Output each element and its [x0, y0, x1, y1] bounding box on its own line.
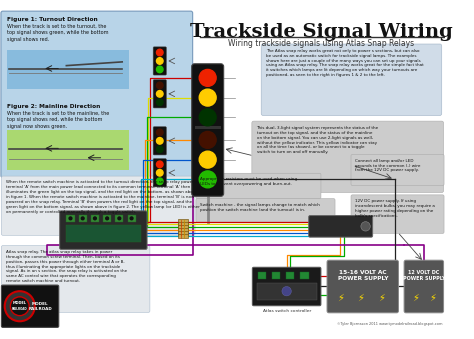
- Text: ⚡: ⚡: [378, 293, 385, 303]
- Circle shape: [199, 171, 216, 188]
- Circle shape: [93, 217, 96, 220]
- Circle shape: [156, 178, 163, 184]
- Text: MODEL: MODEL: [13, 301, 27, 305]
- Text: ⚡: ⚡: [357, 293, 365, 303]
- FancyBboxPatch shape: [261, 44, 442, 116]
- FancyBboxPatch shape: [301, 272, 309, 279]
- Circle shape: [282, 286, 292, 296]
- FancyBboxPatch shape: [1, 176, 195, 235]
- Circle shape: [118, 217, 121, 220]
- Text: Figure 1: Turnout Direction: Figure 1: Turnout Direction: [7, 17, 97, 22]
- FancyBboxPatch shape: [286, 272, 294, 279]
- Circle shape: [199, 132, 216, 148]
- Bar: [256, 283, 317, 300]
- Text: Atlas switch controller: Atlas switch controller: [263, 309, 311, 313]
- Circle shape: [156, 58, 163, 64]
- Circle shape: [156, 129, 163, 136]
- FancyBboxPatch shape: [153, 127, 166, 155]
- Circle shape: [156, 146, 163, 153]
- FancyBboxPatch shape: [91, 215, 99, 222]
- FancyBboxPatch shape: [327, 260, 399, 313]
- Text: ©Tyler Bjornason 2011 www.tymodelrailroad.blogspot.com: ©Tyler Bjornason 2011 www.tymodelrailroa…: [337, 322, 443, 326]
- Circle shape: [199, 89, 216, 106]
- Text: Atlas snap relay. The atlas snap relay takes in power
through the common screw t: Atlas snap relay. The atlas snap relay t…: [6, 250, 127, 283]
- Text: The Atlas snap relay works great not only to power s sections, but can also
be u: The Atlas snap relay works great not onl…: [266, 49, 424, 77]
- Text: Wiring trackside signals using Atlas Snap Relays: Wiring trackside signals using Atlas Sna…: [228, 39, 414, 48]
- Circle shape: [69, 217, 72, 220]
- Circle shape: [130, 217, 133, 220]
- FancyBboxPatch shape: [115, 215, 123, 222]
- Text: When the remote switch machine is activated to the turnout direction, the snap r: When the remote switch machine is activa…: [6, 180, 200, 214]
- FancyBboxPatch shape: [196, 199, 335, 222]
- Circle shape: [10, 297, 29, 316]
- FancyBboxPatch shape: [7, 50, 129, 89]
- Text: This dual, 3-light signal system represents the status of the
turnout on the top: This dual, 3-light signal system represe…: [256, 126, 379, 154]
- Text: Trackside Signal Wiring: Trackside Signal Wiring: [190, 23, 453, 41]
- Circle shape: [156, 91, 163, 97]
- Text: Figure 2: Mainline Direction: Figure 2: Mainline Direction: [7, 104, 100, 109]
- FancyBboxPatch shape: [404, 260, 444, 313]
- Text: 12V DC power supply. If using
incandescent bulbs, you may require a
higher power: 12V DC power supply. If using incandesce…: [355, 199, 435, 218]
- FancyBboxPatch shape: [79, 215, 87, 222]
- Circle shape: [81, 217, 84, 220]
- FancyBboxPatch shape: [196, 173, 321, 199]
- Circle shape: [5, 291, 35, 321]
- FancyBboxPatch shape: [258, 272, 266, 279]
- FancyBboxPatch shape: [1, 285, 59, 327]
- FancyBboxPatch shape: [178, 225, 188, 230]
- FancyBboxPatch shape: [178, 228, 188, 232]
- FancyBboxPatch shape: [153, 80, 166, 108]
- Text: 15-16 VOLT AC
POWER SUPPLY: 15-16 VOLT AC POWER SUPPLY: [337, 270, 388, 281]
- Text: When the track is set to the turnout, the
top signal shows green, while the bott: When the track is set to the turnout, th…: [7, 23, 108, 42]
- FancyBboxPatch shape: [252, 121, 444, 193]
- Text: ⚡: ⚡: [337, 293, 344, 303]
- Text: Appropriate resistors must be used when using
LEDs to prevent overpowering and b: Appropriate resistors must be used when …: [200, 178, 297, 186]
- Circle shape: [199, 151, 216, 168]
- Text: ⚡: ⚡: [429, 293, 436, 303]
- FancyBboxPatch shape: [178, 222, 188, 227]
- Text: MODEL
RAILROAD: MODEL RAILROAD: [28, 302, 52, 311]
- Circle shape: [199, 69, 216, 86]
- Text: Switch machine - the signal lamps change to match which
position the switch mach: Switch machine - the signal lamps change…: [200, 203, 320, 212]
- FancyBboxPatch shape: [178, 234, 188, 238]
- Circle shape: [361, 222, 370, 231]
- FancyBboxPatch shape: [191, 64, 224, 196]
- Circle shape: [156, 170, 163, 176]
- Circle shape: [156, 161, 163, 167]
- FancyBboxPatch shape: [178, 219, 188, 224]
- FancyBboxPatch shape: [60, 211, 147, 250]
- FancyBboxPatch shape: [1, 246, 150, 312]
- Bar: [194, 126, 221, 128]
- FancyBboxPatch shape: [309, 216, 373, 237]
- FancyBboxPatch shape: [351, 195, 444, 234]
- FancyBboxPatch shape: [103, 215, 111, 222]
- FancyBboxPatch shape: [7, 131, 129, 170]
- FancyBboxPatch shape: [1, 11, 192, 178]
- FancyBboxPatch shape: [128, 215, 136, 222]
- Circle shape: [156, 99, 163, 105]
- FancyBboxPatch shape: [252, 267, 321, 306]
- Text: Connect all lamp and/or LED
grounds to the common (-) wire
from the 12V DC power: Connect all lamp and/or LED grounds to t…: [355, 159, 420, 173]
- Circle shape: [199, 109, 216, 126]
- Text: 12 VOLT DC
POWER SUPPLY: 12 VOLT DC POWER SUPPLY: [402, 270, 445, 281]
- Text: ⚡: ⚡: [412, 293, 419, 303]
- FancyBboxPatch shape: [66, 215, 74, 222]
- FancyBboxPatch shape: [351, 155, 444, 185]
- Circle shape: [156, 66, 163, 73]
- Circle shape: [106, 217, 109, 220]
- Bar: [66, 225, 141, 242]
- FancyBboxPatch shape: [153, 47, 166, 75]
- FancyBboxPatch shape: [153, 159, 166, 187]
- Circle shape: [156, 138, 163, 144]
- Circle shape: [156, 82, 163, 89]
- Text: RAILROAD: RAILROAD: [12, 307, 27, 311]
- Circle shape: [156, 49, 163, 56]
- FancyBboxPatch shape: [178, 231, 188, 235]
- FancyBboxPatch shape: [272, 272, 280, 279]
- Text: When the track is set to the mainline, the
top signal shows red, while the botto: When the track is set to the mainline, t…: [7, 111, 109, 129]
